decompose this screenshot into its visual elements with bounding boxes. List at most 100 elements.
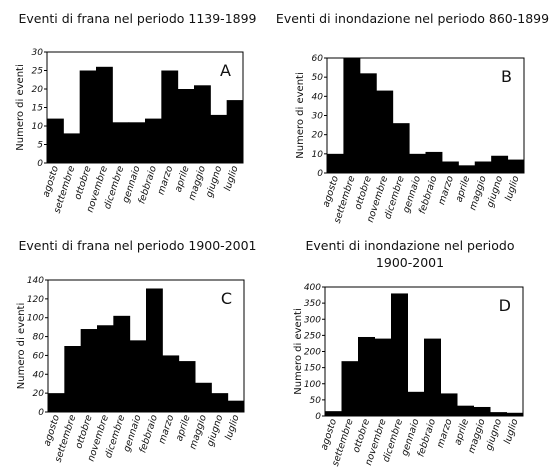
y-tick-label: 400 — [304, 283, 321, 293]
bar-ottobre — [80, 329, 98, 412]
x-tick-label: marzo — [156, 164, 176, 196]
y-tick-label: 0 — [37, 159, 43, 169]
bar-giugno — [211, 393, 229, 412]
y-tick-label: 0 — [317, 169, 323, 179]
bar-febbraio — [425, 151, 443, 173]
bar-febbraio — [424, 338, 441, 416]
y-tick-label: 50 — [312, 73, 324, 83]
bar-settembre — [64, 346, 82, 412]
y-tick-label: 60 — [33, 351, 45, 361]
bar-agosto — [325, 411, 342, 416]
y-tick-label: 25 — [32, 67, 44, 77]
y-tick-label: 20 — [33, 389, 45, 399]
bar-maggio — [473, 406, 491, 416]
y-tick-label: 350 — [304, 299, 321, 309]
bar-dicembre — [113, 315, 131, 412]
bar-maggio — [194, 85, 211, 163]
y-tick-label: 60 — [312, 54, 324, 64]
y-tick-label: 30 — [32, 48, 44, 58]
bar-settembre — [63, 133, 81, 163]
bar-gennaio — [129, 340, 147, 412]
bar-giugno — [491, 155, 509, 173]
bar-aprile — [458, 165, 476, 173]
y-axis-label: Numero di eventi — [295, 72, 306, 158]
bar-settembre — [343, 58, 361, 173]
y-tick-label: 10 — [312, 150, 324, 160]
bar-giugno — [490, 412, 507, 416]
bar-luglio — [506, 412, 524, 416]
y-tick-label: 5 — [37, 141, 43, 151]
y-tick-label: 10 — [32, 122, 44, 132]
y-tick-label: 100 — [304, 380, 321, 390]
chart-c: 020406080100120140agostosettembreottobre… — [16, 276, 245, 464]
chart-panel-d: Eventi di inondazione nel periodo 1900-2… — [275, 235, 550, 469]
chart-b: 0102030405060agostosettembreottobrenovem… — [295, 54, 525, 225]
chart-title: Eventi di frana nel periodo 1900-2001 — [18, 238, 257, 253]
bar-luglio — [507, 159, 525, 173]
x-tick-label: luglio — [503, 174, 521, 202]
bar-maggio — [195, 382, 212, 412]
bar-maggio — [474, 161, 492, 173]
bar-gennaio — [407, 391, 425, 416]
y-axis-label: Numero di eventi — [16, 303, 27, 389]
y-tick-label: 100 — [27, 314, 44, 324]
bar-dicembre — [391, 293, 408, 416]
x-tick-label: marzo — [436, 174, 456, 206]
bar-novembre — [96, 66, 113, 163]
bar-febbraio — [145, 118, 162, 163]
bar-luglio — [227, 400, 245, 412]
y-axis-label: Numero di eventi — [15, 64, 26, 150]
panel-letter: A — [220, 61, 231, 80]
y-tick-label: 120 — [27, 295, 44, 305]
y-tick-label: 300 — [304, 315, 321, 325]
bar-aprile — [177, 89, 195, 163]
y-tick-label: 15 — [32, 104, 44, 114]
bar-agosto — [47, 118, 64, 163]
bar-luglio — [226, 100, 244, 163]
y-tick-label: 40 — [33, 370, 45, 380]
bar-marzo — [162, 355, 180, 412]
x-tick-label: luglio — [222, 164, 240, 192]
bar-aprile — [178, 361, 196, 412]
bar-marzo — [161, 70, 179, 163]
y-tick-label: 20 — [32, 85, 44, 95]
x-tick-label: luglio — [502, 417, 520, 445]
chart-panel-a: Eventi di frana nel periodo 1139-1899 0 5… — [0, 0, 275, 235]
y-tick-label: 50 — [310, 396, 322, 406]
bar-ottobre — [79, 70, 97, 163]
chart-title: Eventi di frana nel periodo 1139-1899 — [18, 11, 257, 26]
bar-marzo — [440, 393, 458, 416]
bar-settembre — [341, 361, 359, 416]
y-tick-label: 40 — [312, 92, 324, 102]
bar-gennaio — [128, 122, 146, 163]
y-tick-label: 200 — [304, 348, 321, 358]
chart-a: 051015202530agostosettembreottobrenovemb… — [15, 48, 244, 215]
bar-giugno — [210, 114, 228, 163]
bar-agosto — [327, 153, 344, 173]
bar-dicembre — [392, 123, 410, 173]
chart-d: 050100150200250300350400agostosettembreo… — [293, 283, 524, 468]
y-tick-label: 0 — [315, 412, 321, 422]
chart-title: Eventi di inondazione nel periodo 860-18… — [275, 11, 550, 26]
plot-frame — [47, 279, 245, 413]
bar-novembre — [376, 90, 394, 173]
y-tick-label: 150 — [304, 364, 321, 374]
bar-novembre — [374, 338, 392, 416]
bar-ottobre — [359, 73, 377, 173]
bar-agosto — [48, 393, 65, 412]
chart-title: Eventi di inondazione nel periodo 1900-2… — [305, 238, 515, 270]
panel-letter: D — [499, 296, 511, 315]
panel-letter: C — [221, 289, 232, 308]
y-tick-label: 140 — [27, 276, 44, 286]
bar-aprile — [457, 405, 474, 416]
chart-panel-b: Eventi di inondazione nel periodo 860-18… — [275, 0, 550, 235]
y-tick-label: 20 — [312, 131, 324, 141]
x-tick-label: marzo — [157, 413, 177, 445]
bar-novembre — [97, 325, 114, 412]
y-tick-label: 250 — [304, 331, 321, 341]
bar-gennaio — [409, 153, 426, 173]
bar-dicembre — [112, 122, 130, 163]
y-tick-label: 80 — [33, 333, 45, 343]
panel-letter: B — [501, 67, 512, 86]
bar-febbraio — [146, 288, 163, 412]
